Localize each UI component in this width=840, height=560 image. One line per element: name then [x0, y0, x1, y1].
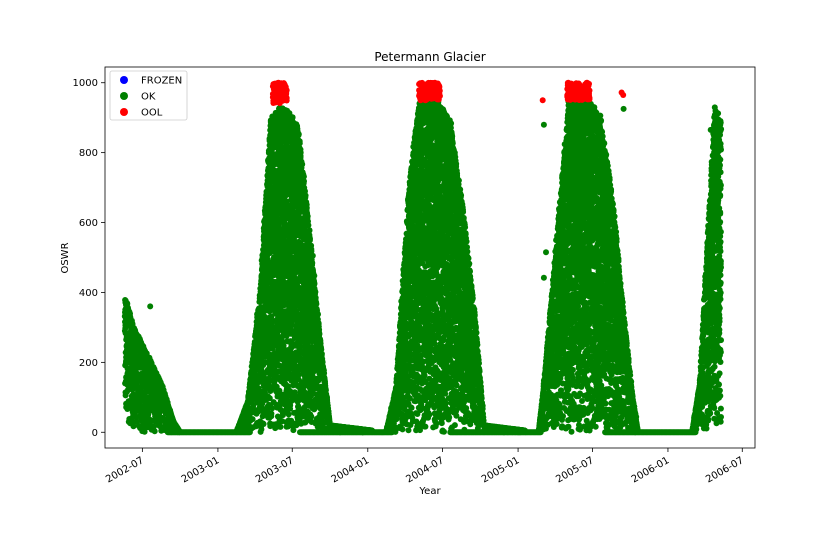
ok-point — [301, 178, 307, 185]
ok-point — [151, 428, 158, 435]
ok-point — [297, 153, 304, 159]
ok-point — [308, 413, 315, 420]
ok-point — [294, 123, 301, 130]
ok-point — [369, 427, 376, 434]
ok-point — [260, 421, 267, 427]
ok-point — [268, 413, 275, 420]
ok-point — [304, 213, 311, 220]
chart-title: Petermann Glacier — [374, 50, 485, 64]
ok-point — [311, 272, 318, 279]
ok-point — [314, 310, 321, 317]
ok-point — [249, 416, 256, 423]
ok-point — [299, 161, 306, 168]
ok-point — [306, 227, 313, 234]
ok-point — [306, 237, 313, 244]
ok-point — [150, 423, 157, 430]
ok-point — [285, 411, 292, 418]
ok-point — [258, 426, 265, 433]
ok-points — [121, 97, 725, 436]
ok-point — [130, 423, 137, 430]
ok-point — [277, 423, 284, 430]
ok-point — [316, 331, 323, 338]
ok-point — [302, 192, 309, 199]
ok-point — [141, 428, 148, 435]
ok-point — [296, 138, 303, 145]
ok-point — [312, 289, 319, 295]
ok-point — [295, 131, 302, 138]
ok-point — [309, 260, 316, 266]
ok-point — [176, 427, 182, 434]
plot-area — [104, 66, 756, 449]
ok-point — [305, 222, 312, 229]
